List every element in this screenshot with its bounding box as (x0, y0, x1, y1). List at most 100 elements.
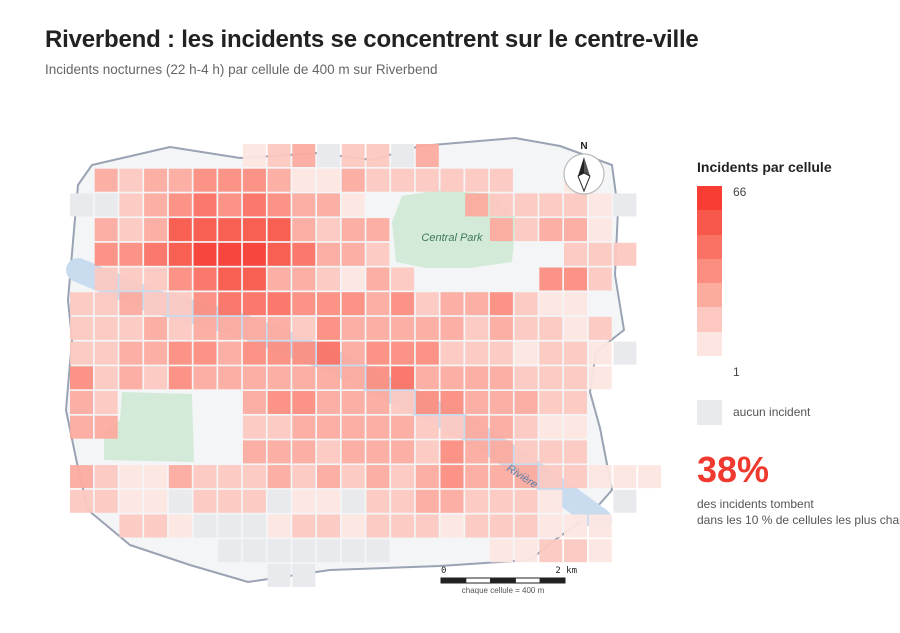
grid-cell (588, 366, 612, 390)
legend-ramp-step (697, 283, 722, 308)
grid-cell (317, 465, 340, 489)
grid-cell (119, 366, 143, 390)
grid-cell (489, 168, 513, 192)
grid-cell-empty (366, 539, 390, 563)
grid-cell (588, 267, 612, 291)
grid-cell-empty (613, 489, 637, 513)
grid-cell (489, 514, 513, 538)
grid-cell (119, 465, 143, 489)
grid-cell (267, 168, 291, 192)
page-title: Riverbend : les incidents se concentrent… (45, 26, 699, 53)
grid-cell (514, 539, 538, 563)
grid-cell (341, 316, 365, 340)
grid-cell (440, 341, 464, 365)
grid-cell (292, 193, 316, 217)
grid-cell (514, 440, 538, 464)
grid-cell (193, 193, 217, 217)
grid-cell (489, 218, 513, 242)
grid-cell (292, 168, 316, 192)
grid-cell-empty (292, 563, 316, 587)
grid-cell (193, 292, 217, 316)
grid-cell (317, 415, 340, 439)
grid-cell (70, 465, 93, 489)
grid-cell (564, 218, 587, 242)
grid-cell (267, 514, 291, 538)
grid-cell (267, 144, 291, 167)
grid-cell (242, 267, 266, 291)
grid-cell (267, 292, 291, 316)
grid-cell (440, 489, 464, 513)
grid-cell (539, 440, 563, 464)
grid-cell (218, 193, 242, 217)
grid-cell (440, 391, 464, 414)
grid-cell (242, 341, 266, 365)
grid-cell (564, 267, 587, 291)
grid-cell (168, 465, 192, 489)
grid-cell-empty (218, 539, 242, 563)
grid-cell (144, 316, 168, 340)
grid-cell (119, 292, 143, 316)
grid-cell (588, 341, 612, 365)
grid-cell (539, 514, 563, 538)
grid-cell (193, 242, 217, 266)
grid-cell (193, 316, 217, 340)
grid-cell (317, 193, 340, 217)
grid-cell (94, 218, 118, 242)
grid-cell (119, 341, 143, 365)
grid-cell (218, 465, 242, 489)
grid-cell-empty (242, 539, 266, 563)
page-subtitle: Incidents nocturnes (22 h-4 h) par cellu… (45, 62, 438, 77)
grid-cell (514, 218, 538, 242)
grid-cell (489, 292, 513, 316)
grid-cell (564, 316, 587, 340)
grid-cell (539, 391, 563, 414)
grid-cell (588, 193, 612, 217)
grid-cell (292, 316, 316, 340)
grid-cell (292, 415, 316, 439)
grid-cell (465, 440, 489, 464)
grid-cell (514, 465, 538, 489)
grid-cell (242, 193, 266, 217)
grid-cell (242, 218, 266, 242)
legend-no-incident-label: aucun incident (733, 405, 811, 419)
grid-cell (366, 440, 390, 464)
grid-cell (391, 316, 415, 340)
grid-cell (465, 415, 489, 439)
grid-cell (465, 341, 489, 365)
grid-cell (514, 292, 538, 316)
grid-cell (514, 341, 538, 365)
grid-cell (70, 366, 93, 390)
grid-cell-empty (613, 341, 637, 365)
grid-cell (341, 341, 365, 365)
grid-cell (119, 168, 143, 192)
grid-cell (168, 193, 192, 217)
legend-ramp-step (697, 258, 722, 284)
legend-ramp-step (697, 234, 722, 259)
grid-cell (267, 440, 291, 464)
grid-cell (144, 292, 168, 316)
grid-cell-empty (341, 539, 365, 563)
grid-cell (341, 242, 365, 266)
grid-cell (391, 489, 415, 513)
grid-cell (588, 316, 612, 340)
grid-cell (267, 465, 291, 489)
grid-cell (366, 391, 390, 414)
grid-cell (292, 144, 316, 167)
legend-title: Incidents par cellule (697, 159, 832, 175)
legend-color-ramp (697, 186, 722, 357)
grid-cell (218, 316, 242, 340)
grid-cell (489, 440, 513, 464)
grid-cell (292, 514, 316, 538)
scale-note: chaque cellule = 400 m (462, 586, 545, 595)
grid-cell (465, 514, 489, 538)
legend-ramp-step (697, 331, 722, 357)
grid-cell (514, 514, 538, 538)
grid-cell (168, 341, 192, 365)
grid-cell (242, 316, 266, 340)
grid-cell (391, 366, 415, 390)
grid-cell (341, 465, 365, 489)
grid-cell (514, 489, 538, 513)
grid-cell (588, 242, 612, 266)
grid-cell-empty (267, 539, 291, 563)
grid-cell (144, 168, 168, 192)
